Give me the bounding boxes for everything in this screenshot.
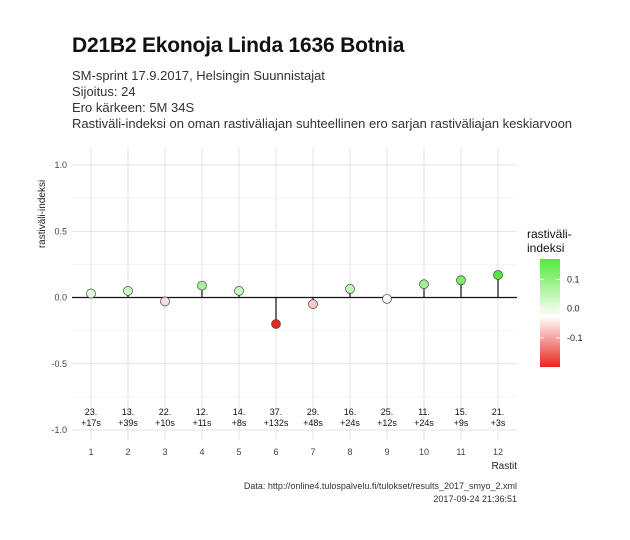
point-label-rank: 23. <box>85 407 98 417</box>
point-label-diff: +24s <box>340 418 360 428</box>
point-label-rank: 14. <box>233 407 246 417</box>
point-label-rank: 25. <box>381 407 394 417</box>
data-point <box>197 280 207 291</box>
x-axis-title: Rastit <box>491 461 517 472</box>
x-tick-label: 1 <box>88 447 93 457</box>
x-tick-label: 2 <box>125 447 130 457</box>
x-tick-label: 7 <box>310 447 315 457</box>
data-point <box>160 296 170 307</box>
point-labels: 23.+17s 13.+39s 22.+10s 12.+11s 14.+8s 37.+13… <box>81 407 506 428</box>
x-tick-label: 12 <box>493 447 503 457</box>
data-point <box>419 279 429 290</box>
point-label-diff: +12s <box>377 418 397 428</box>
point-label-diff: +24s <box>414 418 434 428</box>
y-tick-label: -1.0 <box>51 425 67 435</box>
chart-title: D21B2 Ekonoja Linda 1636 Botnia <box>72 34 405 57</box>
point-label-diff: +17s <box>81 418 101 428</box>
legend-tick-label: 0.0 <box>567 304 580 314</box>
legend-tick-label: 0.1 <box>567 274 580 284</box>
subtitle-event: SM-sprint 17.9.2017, Helsingin Suunnista… <box>72 68 325 83</box>
point-label-diff: +48s <box>303 418 323 428</box>
point-label-rank: 37. <box>270 407 283 417</box>
subtitle-gap: Ero kärkeen: 5M 34S <box>72 100 195 115</box>
point-label-diff: +9s <box>454 418 469 428</box>
point-label-diff: +3s <box>491 418 506 428</box>
point-label-diff: +8s <box>232 418 247 428</box>
data-point <box>271 319 281 329</box>
x-tick-label: 11 <box>456 447 465 457</box>
legend-title-line2: indeksi <box>527 241 564 255</box>
data-point <box>345 284 355 294</box>
point-label-rank: 16. <box>344 407 357 417</box>
chart-marks <box>72 270 517 329</box>
point-label-diff: +11s <box>192 418 212 428</box>
x-tick-label: 3 <box>162 447 167 457</box>
point-label-rank: 21. <box>492 407 505 417</box>
x-tick-label: 9 <box>384 447 389 457</box>
data-point <box>123 286 133 296</box>
point-label-diff: +132s <box>264 418 289 428</box>
point-label-diff: +39s <box>118 418 138 428</box>
subtitle-description: Rastiväli-indeksi on oman rastiväliajan … <box>72 116 573 131</box>
point-label-rank: 29. <box>307 407 320 417</box>
point-label-rank: 11. <box>418 407 430 417</box>
y-axis-title: rastiväli-indeksi <box>37 180 48 248</box>
x-tick-label: 10 <box>419 447 429 457</box>
point-label-rank: 13. <box>122 407 135 417</box>
x-tick-label: 5 <box>236 447 241 457</box>
grid-lines <box>72 148 517 440</box>
data-point <box>234 286 244 296</box>
point-label-rank: 15. <box>455 407 468 417</box>
data-point <box>382 293 392 304</box>
y-tick-label: 0.5 <box>54 226 67 236</box>
data-source: Data: http://online4.tulospalvelu.fi/tul… <box>243 481 517 491</box>
data-point <box>456 275 466 286</box>
timestamp: 2017-09-24 21:36:51 <box>433 494 517 504</box>
y-tick-label: 0.0 <box>54 293 67 303</box>
point-label-diff: +10s <box>155 418 175 428</box>
data-point <box>493 270 503 280</box>
legend-title-line1: rastiväli- <box>527 227 572 241</box>
x-tick-label: 6 <box>273 447 278 457</box>
point-label-rank: 22. <box>159 407 172 417</box>
axes: -1.0-0.50.00.51.01 2 3 4 5 6 7 8 9 10 11 12rastiväl… <box>37 160 517 472</box>
y-tick-label: -0.5 <box>51 359 67 369</box>
data-point <box>308 299 318 309</box>
point-label-rank: 12. <box>196 407 209 417</box>
y-tick-label: 1.0 <box>54 160 67 170</box>
legend-tick-label: -0.1 <box>567 333 583 343</box>
x-tick-label: 8 <box>347 447 352 457</box>
data-point <box>86 288 96 299</box>
color-legend: rastiväli-indeksi 0.1 0.0 -0.1 <box>527 227 583 367</box>
legend-colorbar <box>540 259 560 367</box>
x-tick-label: 4 <box>199 447 204 457</box>
subtitle-rank: Sijoitus: 24 <box>72 84 136 99</box>
